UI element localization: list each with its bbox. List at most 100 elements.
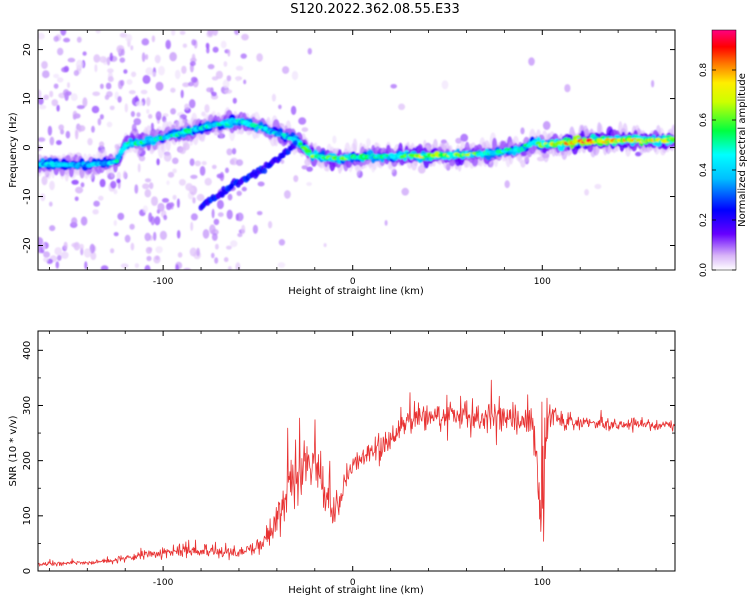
y-tick-label: 10 (22, 92, 33, 105)
heatmap-cell (38, 237, 44, 246)
colorbar-tick-label: 0.2 (699, 213, 709, 227)
heatmap-cell (190, 221, 194, 231)
heatmap-cell (277, 262, 286, 268)
heatmap-cell (528, 57, 535, 66)
heatmap-cell (76, 105, 85, 110)
heatmap-cell (306, 182, 312, 186)
heatmap-cell (171, 30, 176, 36)
heatmap-cell (401, 187, 410, 196)
heatmap-cell (170, 108, 177, 115)
heatmap-cell (252, 224, 258, 234)
heatmap-cell (122, 170, 127, 179)
heatmap-cell (179, 30, 186, 35)
heatmap-cell (230, 157, 239, 166)
heatmap-cell (222, 79, 230, 89)
heatmap-cell (110, 180, 117, 189)
bottom-xlabel: Height of straight line (km) (288, 585, 424, 596)
y-tick-label: 0 (22, 144, 33, 150)
heatmap-cell (99, 178, 106, 188)
heatmap-cell (38, 97, 44, 106)
heatmap-cell (190, 76, 198, 83)
top-plot-frame (37, 29, 676, 271)
heatmap-cell (232, 97, 237, 104)
y-tick-label: 200 (22, 451, 33, 470)
heatmap-cell (174, 69, 181, 80)
heatmap-cell (38, 89, 42, 99)
chart-title: S120.2022.362.08.55.E33 (290, 2, 460, 17)
heatmap-cell (151, 196, 158, 207)
heatmap-cell (651, 80, 655, 88)
heatmap-cell (172, 194, 177, 200)
heatmap-cell (214, 257, 219, 264)
heatmap-cell (175, 264, 179, 270)
heatmap-cell (43, 94, 49, 100)
heatmap-cell (107, 76, 114, 83)
heatmap-cell (542, 121, 551, 130)
heatmap-cell (97, 118, 102, 126)
heatmap-cell (207, 64, 215, 70)
heatmap-cell (201, 111, 206, 117)
heatmap-cell (117, 212, 125, 221)
heatmap-cell (504, 180, 510, 189)
heatmap-cell (126, 79, 133, 85)
bottom-plot-area (38, 331, 675, 571)
heatmap-cell (71, 179, 79, 185)
colorbar-tick-label: 0.0 (699, 263, 709, 278)
heatmap-cell (226, 209, 233, 220)
heatmap-cell (226, 245, 232, 250)
heatmap-cell (119, 32, 128, 38)
heatmap-cell (235, 65, 244, 71)
heatmap-cell (366, 138, 371, 147)
heatmap-cell (79, 243, 84, 250)
heatmap-cell (92, 91, 101, 97)
heatmap-cell (178, 179, 186, 186)
heatmap-cell (227, 193, 233, 201)
heatmap-cell (323, 243, 327, 248)
heatmap-cell (113, 189, 118, 195)
heatmap-cell (188, 81, 194, 87)
heatmap-cell (91, 105, 100, 114)
heatmap-cell (151, 71, 157, 78)
heatmap-cell (158, 65, 165, 76)
heatmap-cell (90, 251, 97, 261)
heatmap-cell (157, 202, 165, 212)
heatmap-cell (301, 127, 309, 132)
heatmap-cell (51, 99, 59, 107)
heatmap-cell (109, 52, 114, 62)
heatmap-cell (189, 247, 197, 257)
heatmap-cell (130, 45, 134, 51)
heatmap-cell (190, 174, 198, 179)
heatmap-cell (124, 103, 128, 113)
y-tick-label: 400 (22, 341, 33, 360)
heatmap-cell (215, 70, 223, 79)
heatmap-cell (256, 211, 263, 216)
heatmap-cell (99, 114, 104, 120)
heatmap-cell (154, 216, 161, 226)
x-tick-label: 100 (534, 277, 551, 287)
heatmap-cell (61, 66, 69, 73)
heatmap-cell (63, 37, 71, 43)
heatmap-cell (199, 166, 206, 176)
heatmap-cell (151, 35, 156, 43)
top-xlabel: Height of straight line (km) (288, 286, 424, 297)
heatmap-cell (120, 263, 129, 269)
heatmap-cell (196, 193, 205, 202)
heatmap-cell (144, 178, 152, 183)
heatmap-cell (129, 223, 135, 230)
heatmap-cell (41, 175, 48, 186)
heatmap-cell (188, 186, 195, 193)
heatmap-cell (156, 158, 160, 166)
heatmap-cell (141, 52, 146, 63)
heatmap-cell (176, 198, 180, 208)
heatmap-cell (100, 265, 109, 270)
colorbar: 0.0 0.2 0.4 0.6 0.8 Normalized spectral ampl… (699, 29, 748, 278)
heatmap-cell (291, 70, 299, 81)
heatmap-cell (43, 257, 49, 263)
heatmap-cell (176, 230, 181, 239)
heatmap-cell (49, 90, 54, 98)
heatmap-cell (56, 104, 60, 112)
heatmap-cell (100, 83, 104, 90)
heatmap-cell (109, 105, 115, 111)
heatmap-cell (227, 49, 231, 57)
heatmap-cell (133, 118, 142, 126)
